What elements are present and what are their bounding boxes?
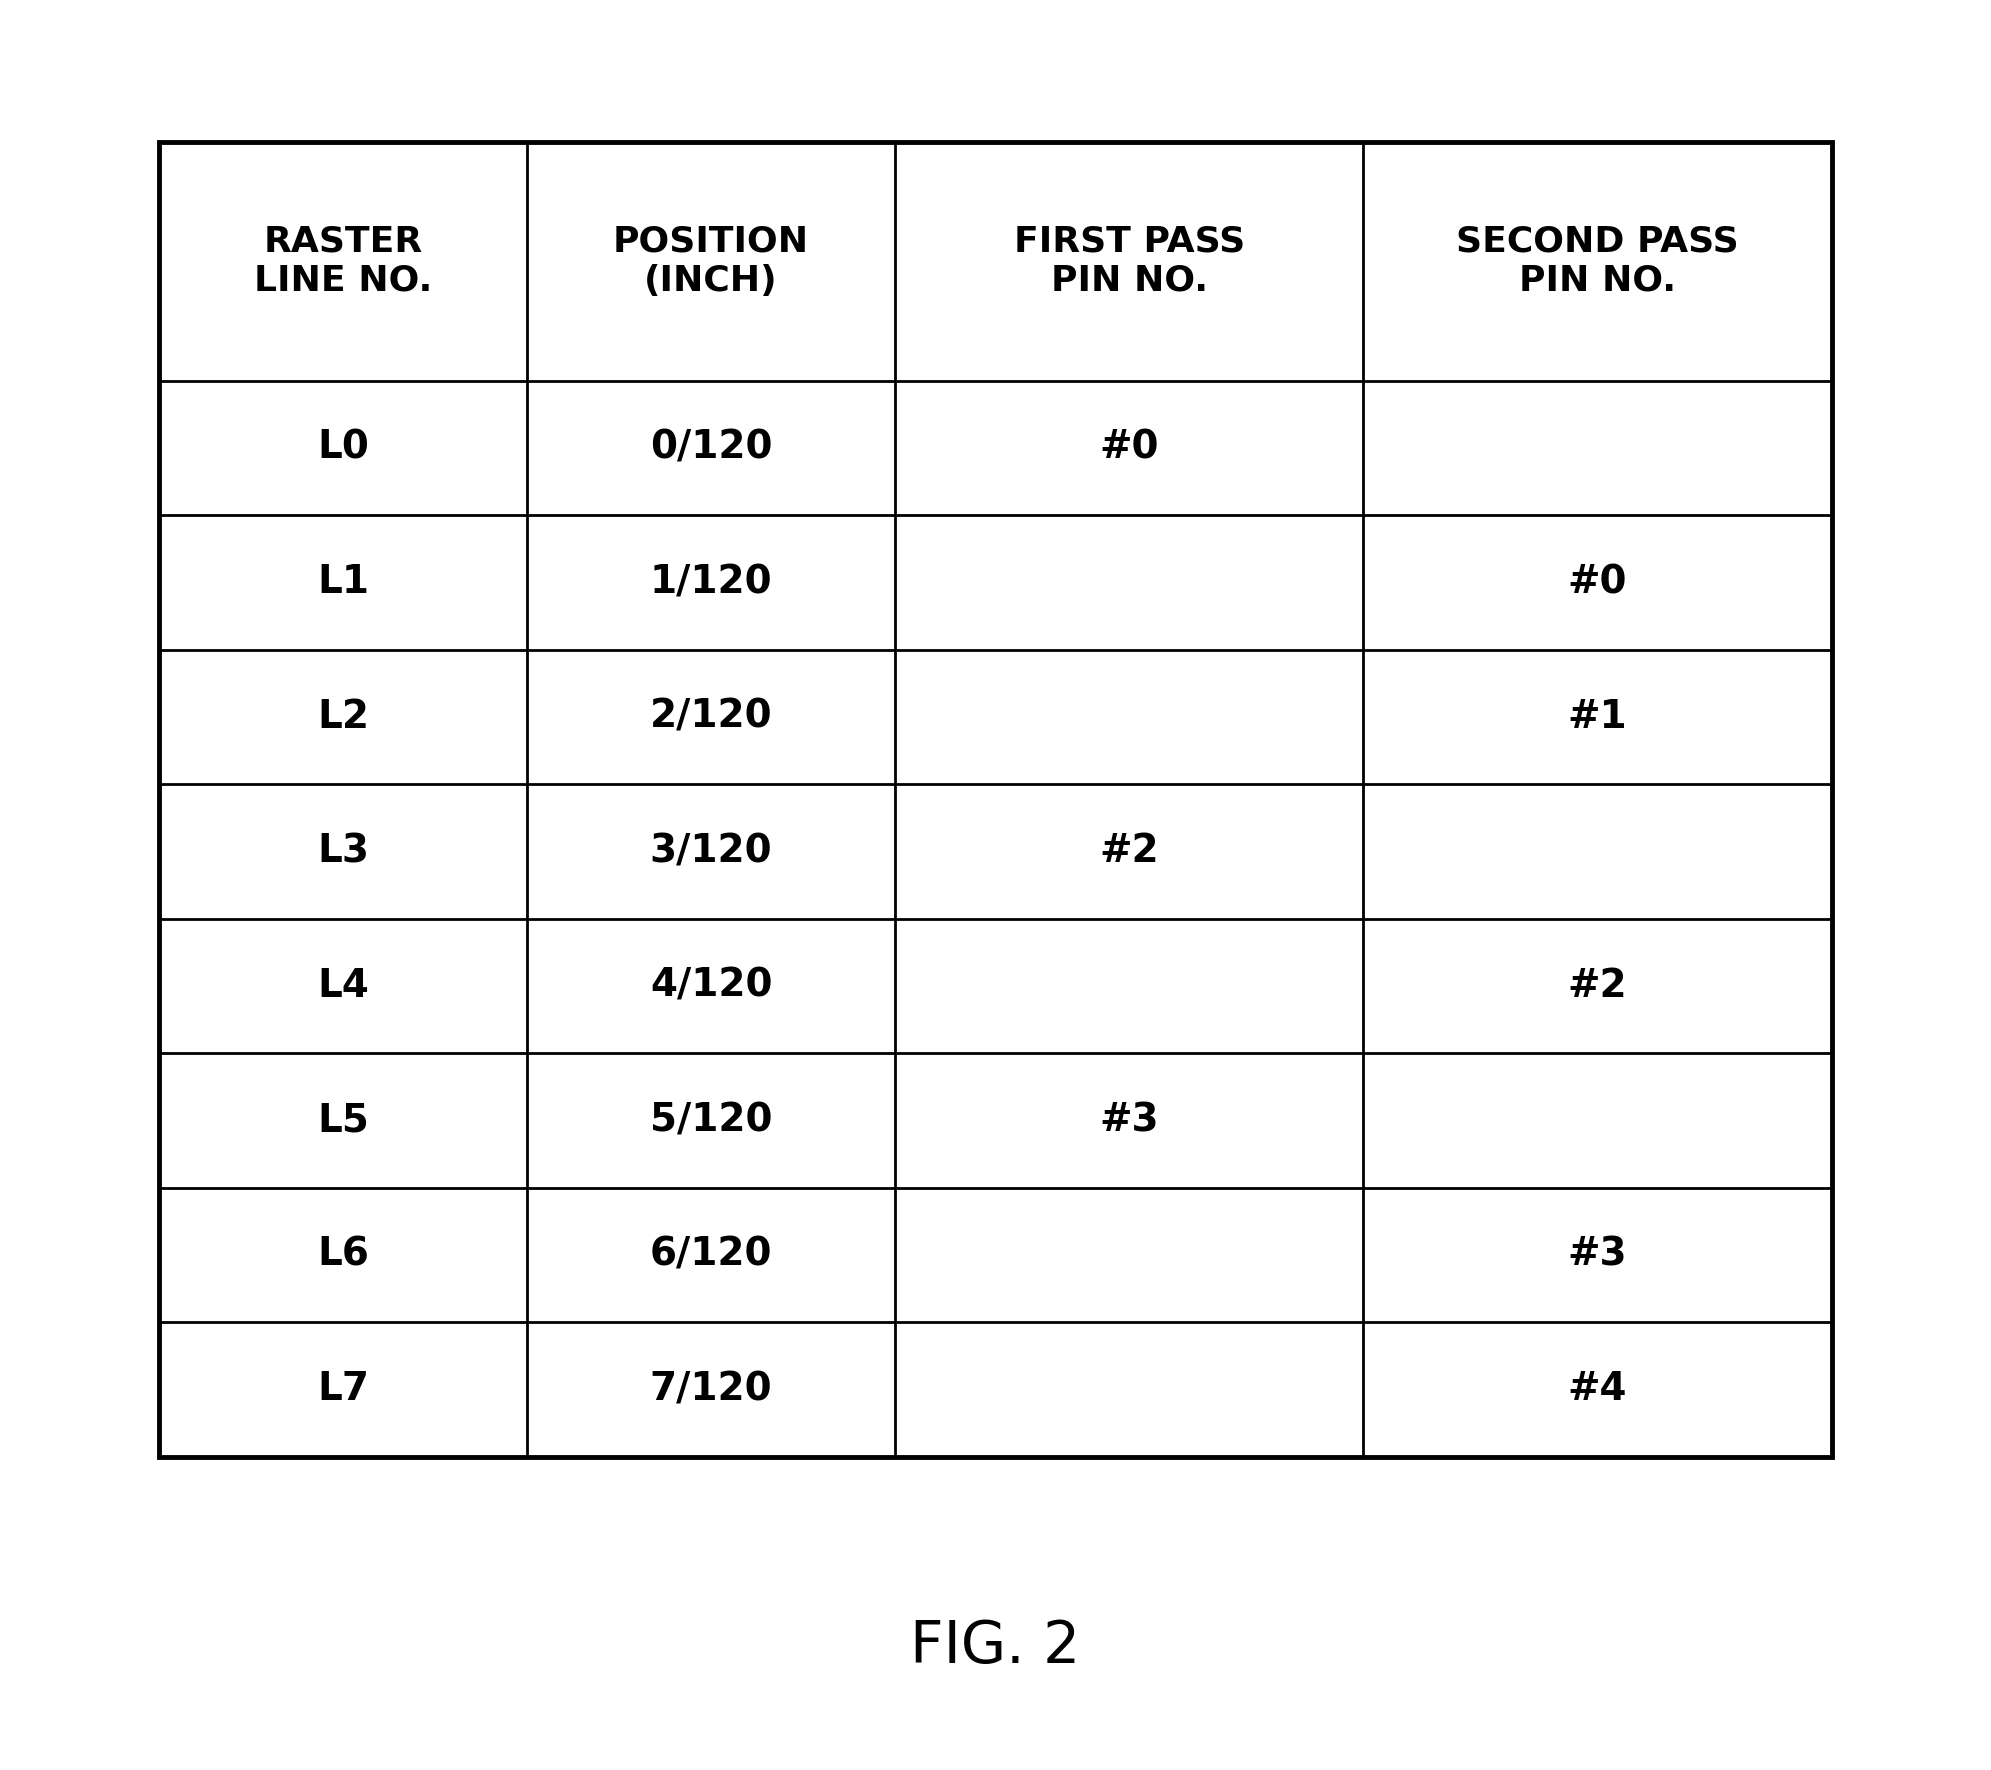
Text: #0: #0 [1567,563,1627,602]
Text: L2: L2 [317,697,368,736]
Text: 0/120: 0/120 [649,428,773,467]
Text: #2: #2 [1567,966,1627,1005]
Text: #1: #1 [1567,697,1627,736]
Text: SECOND PASS
PIN NO.: SECOND PASS PIN NO. [1455,225,1738,297]
Text: FIG. 2: FIG. 2 [910,1618,1081,1674]
Text: L3: L3 [317,832,368,871]
Text: #0: #0 [1099,428,1159,467]
Text: #4: #4 [1567,1370,1627,1409]
Text: 7/120: 7/120 [649,1370,773,1409]
Text: L7: L7 [317,1370,368,1409]
Text: #3: #3 [1099,1101,1159,1140]
Text: 6/120: 6/120 [649,1235,773,1274]
Text: POSITION
(INCH): POSITION (INCH) [613,225,808,297]
Text: #2: #2 [1099,832,1159,871]
Text: L4: L4 [317,966,368,1005]
Text: 4/120: 4/120 [649,966,773,1005]
Text: 5/120: 5/120 [649,1101,773,1140]
Text: #3: #3 [1567,1235,1627,1274]
Text: 1/120: 1/120 [649,563,773,602]
Bar [159,142,1832,1457]
Text: RASTER
LINE NO.: RASTER LINE NO. [255,225,432,297]
Text: FIRST PASS
PIN NO.: FIRST PASS PIN NO. [1013,225,1244,297]
Text: L0: L0 [317,428,368,467]
Text: L6: L6 [317,1235,368,1274]
Text: L5: L5 [317,1101,368,1140]
Text: 3/120: 3/120 [649,832,773,871]
Text: 2/120: 2/120 [649,697,773,736]
Text: L1: L1 [317,563,368,602]
